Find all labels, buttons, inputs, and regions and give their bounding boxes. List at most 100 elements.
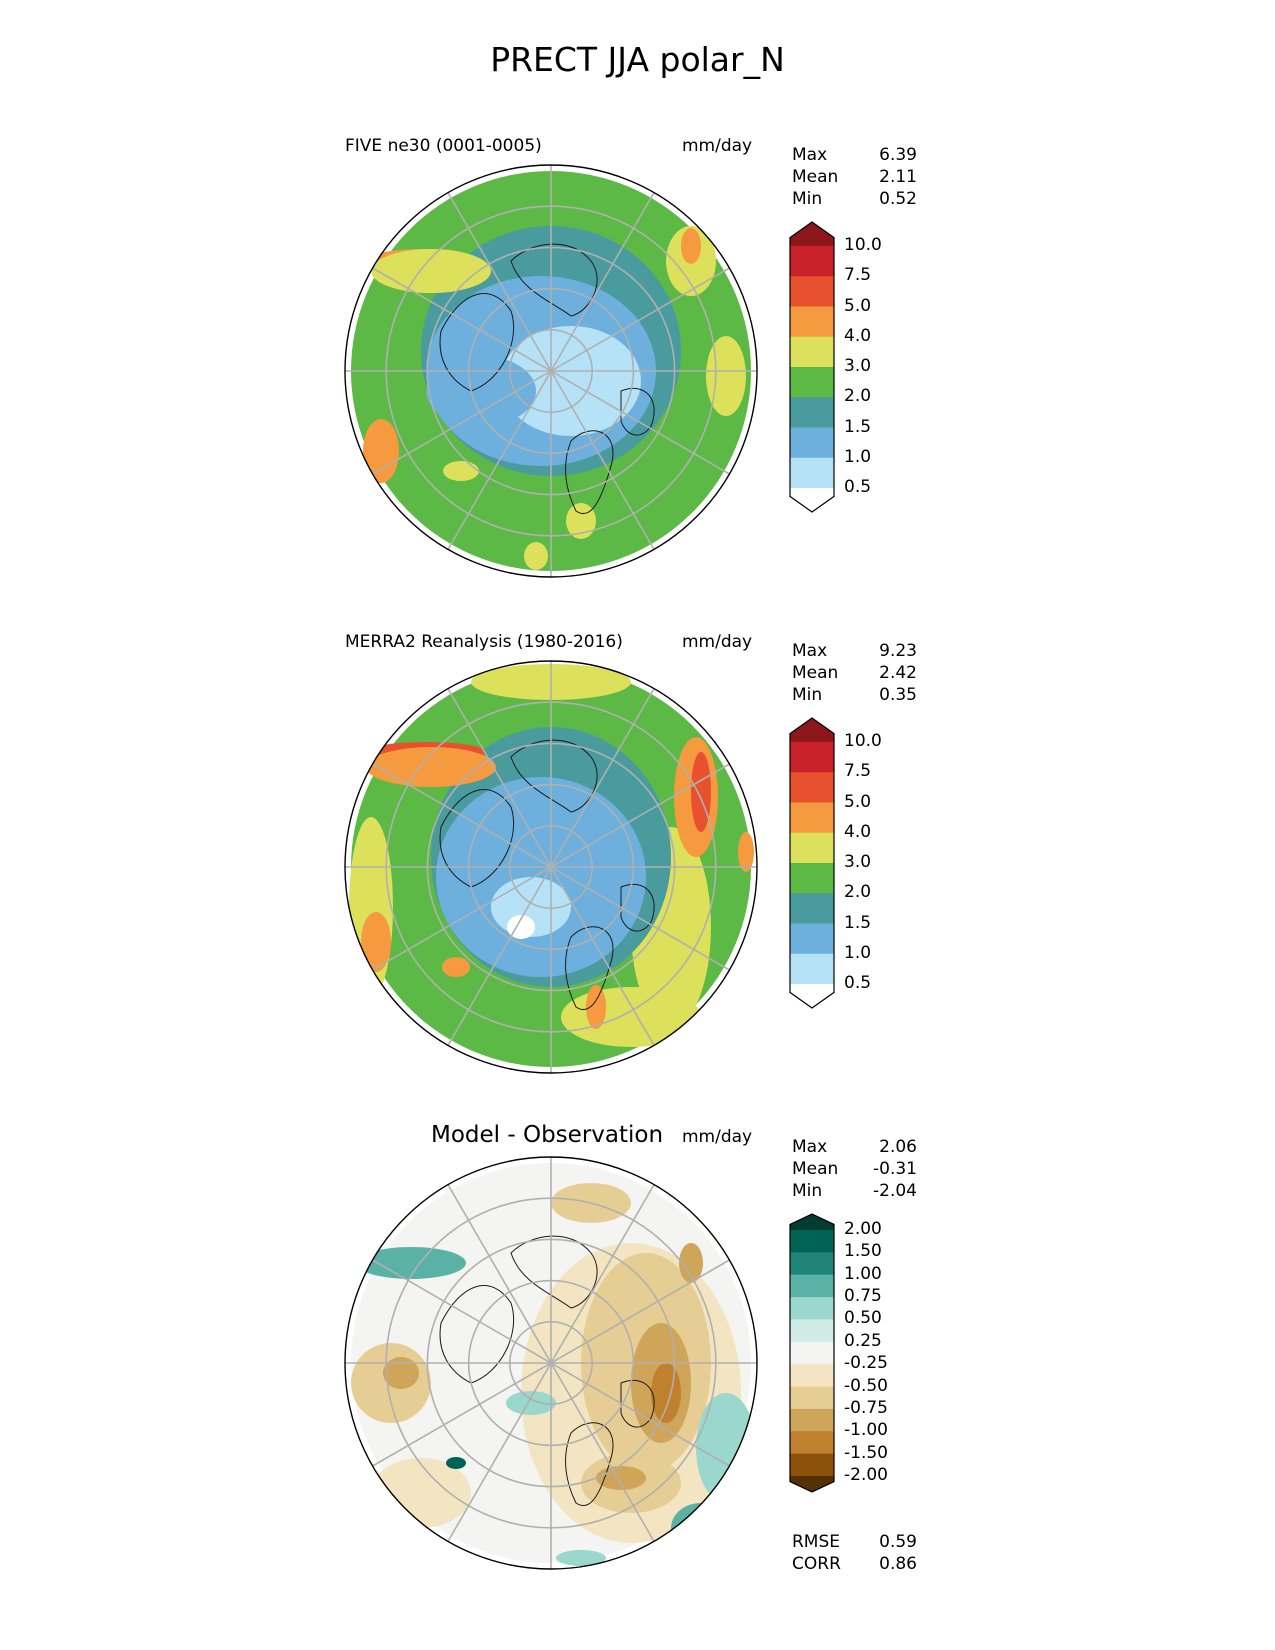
coastline <box>510 243 598 317</box>
colorbar-tick-label: 3.0 <box>844 852 872 872</box>
field-region <box>556 1550 606 1566</box>
polar-map-test <box>344 164 758 578</box>
field-region <box>436 777 646 977</box>
colorbar-tick-label: 0.5 <box>844 477 872 497</box>
coastline <box>510 1235 598 1309</box>
colorbar-bin <box>790 1386 834 1410</box>
field-region <box>691 752 711 832</box>
colorbar-bin <box>790 953 834 985</box>
field-region <box>561 987 701 1047</box>
metrics-diff: RMSE 0.59 CORR 0.86 <box>792 1531 917 1575</box>
colorbar-tick-label: 5.0 <box>844 791 872 812</box>
colorbar-bin <box>790 923 834 955</box>
colorbar-body <box>789 717 835 1009</box>
stat-label: Max <box>792 1137 828 1157</box>
colorbar-tick-label: 0.25 <box>844 1330 882 1351</box>
colorbar-bin <box>790 336 834 368</box>
colorbar-tick-label: 3.0 <box>844 356 872 376</box>
meridian-line <box>372 763 730 971</box>
field-region <box>383 1357 419 1389</box>
colorbar-tick-label: 5.0 <box>844 295 872 316</box>
stat-label: Mean <box>792 167 839 187</box>
map-boundary <box>344 1156 758 1570</box>
colorbar-bin <box>790 832 834 864</box>
colorbar-tick-label: 2.00 <box>844 1219 882 1239</box>
colorbar-tick-label: -0.50 <box>844 1375 888 1396</box>
polar-map-ref <box>344 660 758 1074</box>
colorbar-bin <box>790 1408 834 1432</box>
colorbar-extend-min <box>790 984 834 1008</box>
stat-label: Min <box>792 1181 823 1201</box>
colorbar-tick-label: 0.50 <box>844 1308 882 1329</box>
colorbar-tick-label: 1.0 <box>844 446 872 467</box>
colorbar-outline <box>789 717 835 1009</box>
colorbar-bin <box>790 802 834 834</box>
stat-value: 2.06 <box>879 1137 917 1157</box>
colorbar-tick-label: 1.00 <box>844 1263 882 1284</box>
colorbar-tick-label: 4.0 <box>844 325 872 346</box>
panel-title-ref: MERRA2 Reanalysis (1980-2016) <box>345 632 623 652</box>
colorbar-tick-label: -0.75 <box>844 1397 888 1418</box>
coastline <box>565 430 614 514</box>
colorbar-tick-label: 2.0 <box>844 386 872 407</box>
coastline <box>439 789 515 888</box>
field-region <box>679 1243 703 1283</box>
colorbar-bin <box>790 1230 834 1253</box>
colorbar-body <box>789 1213 835 1493</box>
colorbar-tick-label: -0.25 <box>844 1353 888 1374</box>
map-boundary <box>344 660 758 1074</box>
colorbar-bin <box>790 1274 834 1298</box>
panel-title-test: FIVE ne30 (0001-0005) <box>345 136 542 156</box>
meridian-line <box>372 267 730 475</box>
colorbar-bin <box>790 742 834 773</box>
colorbar-tick-label: -1.00 <box>844 1420 888 1441</box>
colorbar-bin <box>790 427 834 459</box>
stat-value: -0.31 <box>873 1159 917 1179</box>
colorbar-bin <box>790 1341 834 1365</box>
colorbar-tick-label: 1.5 <box>844 912 872 933</box>
stat-label: Mean <box>792 1159 839 1179</box>
stat-value: 2.42 <box>879 663 917 683</box>
coastline <box>620 1380 655 1428</box>
field-region <box>371 249 491 293</box>
coastline <box>620 884 655 932</box>
field-region <box>442 957 470 977</box>
field-region <box>586 985 606 1029</box>
units-label-ref: mm/day <box>682 632 753 652</box>
field-region <box>706 336 746 416</box>
stat-label: Max <box>792 641 828 661</box>
stat-value: 2.11 <box>879 167 917 187</box>
colorbar-bin <box>790 1252 834 1276</box>
colorbar-bin <box>790 893 834 924</box>
stat-label: Max <box>792 145 828 165</box>
colorbar-tick-label: 2.0 <box>844 882 872 903</box>
field-region <box>426 356 536 426</box>
colorbar-tick-label: 0.75 <box>844 1286 882 1307</box>
stats-test: Max 6.39 Mean 2.11 Min 0.52 <box>792 144 917 210</box>
coastline <box>565 926 614 1010</box>
colorbar-bin <box>790 1297 834 1320</box>
units-label-test: mm/day <box>682 136 753 156</box>
colorbar-bin <box>790 306 834 338</box>
stat-value: 0.35 <box>879 685 917 705</box>
colorbar-bin <box>790 863 834 894</box>
stat-label: Min <box>792 685 823 705</box>
colorbar-bin <box>790 1431 834 1455</box>
stats-ref: Max 9.23 Mean 2.42 Min 0.35 <box>792 640 917 706</box>
colorbar-bin <box>790 1364 834 1388</box>
colorbar-bin <box>790 772 834 803</box>
field-region <box>501 326 641 436</box>
field-region <box>363 419 399 483</box>
stat-label: Min <box>792 189 823 209</box>
colorbar-tick-label: 10.0 <box>844 731 882 751</box>
field-region <box>596 1466 646 1490</box>
stat-value: -2.04 <box>873 1181 917 1201</box>
field-region <box>651 1363 681 1423</box>
metric-value: 0.59 <box>879 1532 917 1552</box>
field-region <box>696 1393 756 1503</box>
stats-diff: Max 2.06 Mean -0.31 Min -2.04 <box>792 1136 917 1202</box>
colorbar-extend-max <box>790 1214 834 1230</box>
field-region <box>507 915 535 939</box>
colorbar-body <box>789 221 835 513</box>
metric-label: RMSE <box>792 1532 841 1552</box>
